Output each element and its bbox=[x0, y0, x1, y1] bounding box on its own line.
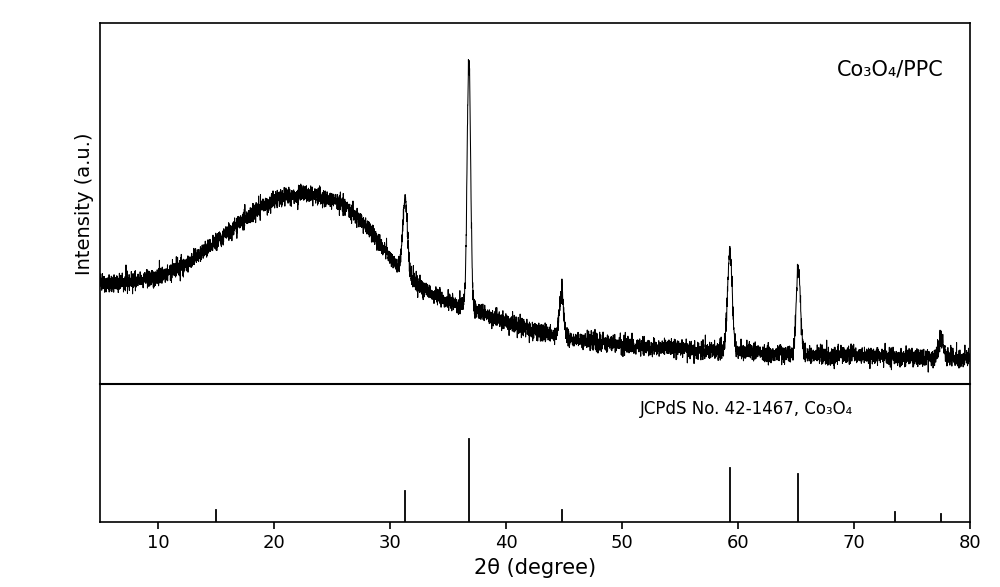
Text: JCPdS No. 42-1467, Co₃O₄: JCPdS No. 42-1467, Co₃O₄ bbox=[639, 400, 853, 419]
X-axis label: 2θ (degree): 2θ (degree) bbox=[474, 558, 596, 578]
Text: Co₃O₄/PPC: Co₃O₄/PPC bbox=[837, 59, 944, 79]
Y-axis label: Intensity (a.u.): Intensity (a.u.) bbox=[75, 133, 94, 275]
